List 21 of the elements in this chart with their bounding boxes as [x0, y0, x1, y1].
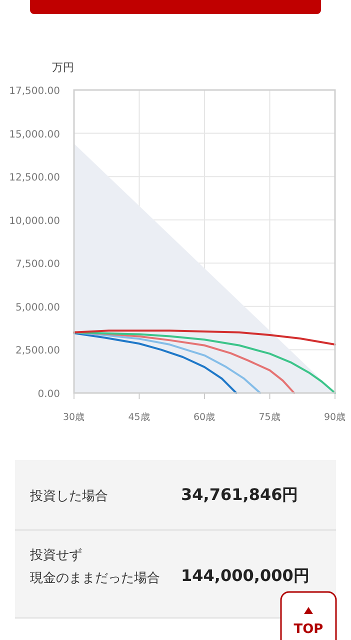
text: 34,761,846円 — [181, 485, 298, 504]
y-tick-label: 12,500.00 — [9, 172, 60, 184]
line-series — [73, 330, 336, 346]
x-tick-label: 60歳 — [193, 411, 216, 423]
text: 投資せず — [29, 548, 82, 563]
text: 現金のままだった場合 — [30, 571, 160, 586]
y-tick-label: 2,500.00 — [15, 346, 60, 357]
x-tick-label: 45歳 — [128, 411, 150, 423]
y-tick-label: 10,000.00 — [9, 216, 60, 227]
y-tick-label: 5,000.00 — [15, 302, 60, 314]
x-tick-label: 75歳 — [258, 411, 281, 423]
y-tick-label: 17,500.00 — [9, 86, 60, 97]
x-tick-label: 30歳 — [62, 411, 86, 423]
x-tick-label: 90歳 — [324, 411, 346, 423]
text: 144,000,000円 — [181, 566, 310, 585]
text: 投資した場合 — [29, 489, 108, 504]
text: TOP — [294, 622, 324, 637]
y-tick-label: 15,000.00 — [9, 129, 60, 140]
y-tick-label: 7,500.00 — [15, 259, 60, 270]
y-tick-label: 0.00 — [38, 389, 60, 400]
y-axis-title: 万円 — [52, 61, 74, 74]
